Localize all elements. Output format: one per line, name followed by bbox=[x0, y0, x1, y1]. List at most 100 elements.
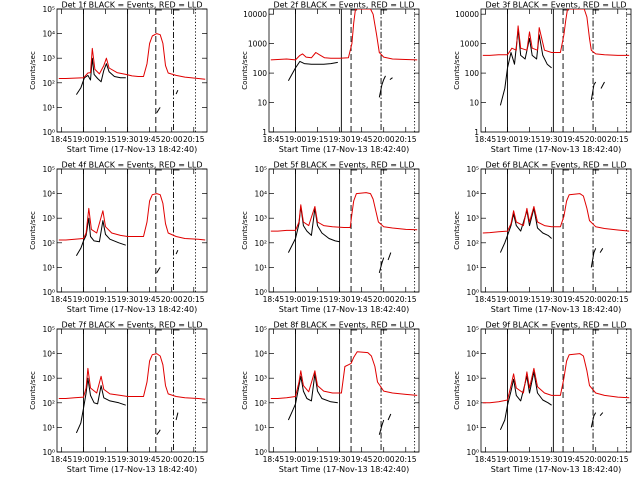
events-series-line bbox=[499, 207, 552, 253]
plot-frame bbox=[56, 328, 208, 453]
x-tick-label: 20:00 bbox=[161, 455, 183, 464]
y-tick-label: 10² bbox=[466, 239, 479, 248]
x-tick-label: 19:00 bbox=[73, 455, 95, 464]
x-tick-label: 19:15 bbox=[519, 455, 541, 464]
y-tick-label: 10000 bbox=[243, 10, 267, 19]
x-tick-label: 19:30 bbox=[117, 135, 139, 144]
plot-frame bbox=[268, 328, 420, 453]
x-tick-label: 20:15 bbox=[607, 135, 629, 144]
y-tick-label: 10⁵ bbox=[42, 325, 55, 334]
x-tick-label: 20:00 bbox=[585, 455, 607, 464]
panel-title: Det 9f BLACK = Events, RED = LLD bbox=[485, 321, 626, 330]
x-axis-label: Start Time (17-Nov-13 18:42:40) bbox=[67, 305, 197, 314]
y-axis-label: Counts/sec bbox=[29, 371, 37, 410]
events-series-line bbox=[175, 249, 179, 255]
panel-title: Det 7f BLACK = Events, RED = LLD bbox=[61, 321, 202, 330]
x-tick-label: 19:15 bbox=[519, 295, 541, 304]
events-series-line bbox=[499, 29, 552, 106]
y-tick-label: 10 bbox=[257, 99, 267, 108]
x-tick-label: 19:45 bbox=[563, 455, 585, 464]
events-series-line bbox=[175, 89, 179, 95]
panel-title: Det 4f BLACK = Events, RED = LLD bbox=[61, 161, 202, 170]
plot-area bbox=[482, 9, 630, 132]
x-tick-label: 20:15 bbox=[183, 295, 205, 304]
x-tick-label: 19:15 bbox=[307, 295, 329, 304]
y-tick-label: 10 bbox=[469, 99, 479, 108]
y-tick-label: 10¹ bbox=[254, 423, 267, 432]
events-series-line bbox=[590, 248, 597, 268]
y-axis-label: Counts/sec bbox=[29, 211, 37, 250]
x-tick-label: 20:00 bbox=[585, 135, 607, 144]
plot-area bbox=[58, 9, 206, 132]
plot-frame bbox=[480, 168, 632, 293]
y-tick-label: 10¹ bbox=[42, 103, 55, 112]
y-tick-label: 10² bbox=[42, 399, 55, 408]
x-axis-label: Start Time (17-Nov-13 18:42:40) bbox=[491, 465, 621, 474]
y-tick-label: 10¹ bbox=[466, 263, 479, 272]
x-tick-label: 19:00 bbox=[497, 135, 519, 144]
lld-series-line bbox=[482, 353, 630, 404]
panel-title: Det 1f BLACK = Events, RED = LLD bbox=[61, 1, 202, 10]
y-tick-label: 10⁵ bbox=[42, 5, 55, 14]
y-axis-label: Counts/sec bbox=[453, 371, 461, 410]
events-series-line bbox=[387, 252, 392, 261]
y-tick-label: 10³ bbox=[42, 374, 55, 383]
events-series-line bbox=[590, 412, 597, 428]
events-series-line bbox=[378, 257, 385, 274]
plot-area bbox=[270, 329, 418, 452]
lld-series-line bbox=[58, 193, 206, 241]
y-axis-label: Counts/sec bbox=[29, 51, 37, 90]
plot-frame bbox=[268, 8, 420, 133]
events-series-line bbox=[590, 81, 597, 101]
y-tick-label: 10⁰ bbox=[42, 448, 55, 457]
events-series-line bbox=[156, 107, 161, 114]
y-tick-label: 10² bbox=[42, 239, 55, 248]
x-tick-label: 19:30 bbox=[541, 455, 563, 464]
lld-series-line bbox=[270, 192, 418, 232]
x-tick-label: 19:00 bbox=[73, 295, 95, 304]
events-series-line bbox=[75, 217, 126, 256]
x-tick-label: 19:45 bbox=[563, 135, 585, 144]
lld-series-line bbox=[58, 33, 206, 80]
x-tick-label: 20:00 bbox=[373, 135, 395, 144]
events-series-line bbox=[75, 57, 126, 95]
lld-series-line bbox=[270, 351, 418, 399]
x-tick-label: 20:15 bbox=[607, 455, 629, 464]
x-tick-label: 20:00 bbox=[161, 295, 183, 304]
x-tick-label: 19:00 bbox=[73, 135, 95, 144]
plot-frame bbox=[480, 8, 632, 133]
x-axis-label: Start Time (17-Nov-13 18:42:40) bbox=[279, 305, 409, 314]
x-tick-label: 18:45 bbox=[51, 135, 73, 144]
plot-area bbox=[270, 9, 418, 132]
x-tick-label: 19:45 bbox=[351, 455, 373, 464]
lld-series-line bbox=[482, 193, 630, 234]
y-tick-label: 10² bbox=[42, 79, 55, 88]
x-tick-label: 19:45 bbox=[139, 455, 161, 464]
y-tick-label: 10³ bbox=[466, 214, 479, 223]
x-tick-label: 18:45 bbox=[263, 295, 285, 304]
x-tick-label: 19:45 bbox=[351, 135, 373, 144]
plot-area bbox=[482, 329, 630, 452]
x-tick-label: 20:00 bbox=[585, 295, 607, 304]
plot-area bbox=[270, 169, 418, 292]
events-series-line bbox=[287, 206, 340, 253]
panel-title: Det 8f BLACK = Events, RED = LLD bbox=[273, 321, 414, 330]
x-tick-label: 20:15 bbox=[183, 135, 205, 144]
y-tick-label: 10¹ bbox=[42, 423, 55, 432]
y-tick-label: 10⁰ bbox=[42, 288, 55, 297]
y-axis-label: Counts/sec bbox=[453, 51, 461, 90]
lld-series-line bbox=[58, 353, 206, 400]
y-tick-label: 10² bbox=[254, 239, 267, 248]
events-series-line bbox=[175, 412, 179, 421]
x-tick-label: 20:15 bbox=[183, 455, 205, 464]
x-tick-label: 19:15 bbox=[95, 135, 117, 144]
y-tick-label: 10⁴ bbox=[42, 30, 55, 39]
plot-frame bbox=[268, 168, 420, 293]
x-tick-label: 19:45 bbox=[139, 295, 161, 304]
